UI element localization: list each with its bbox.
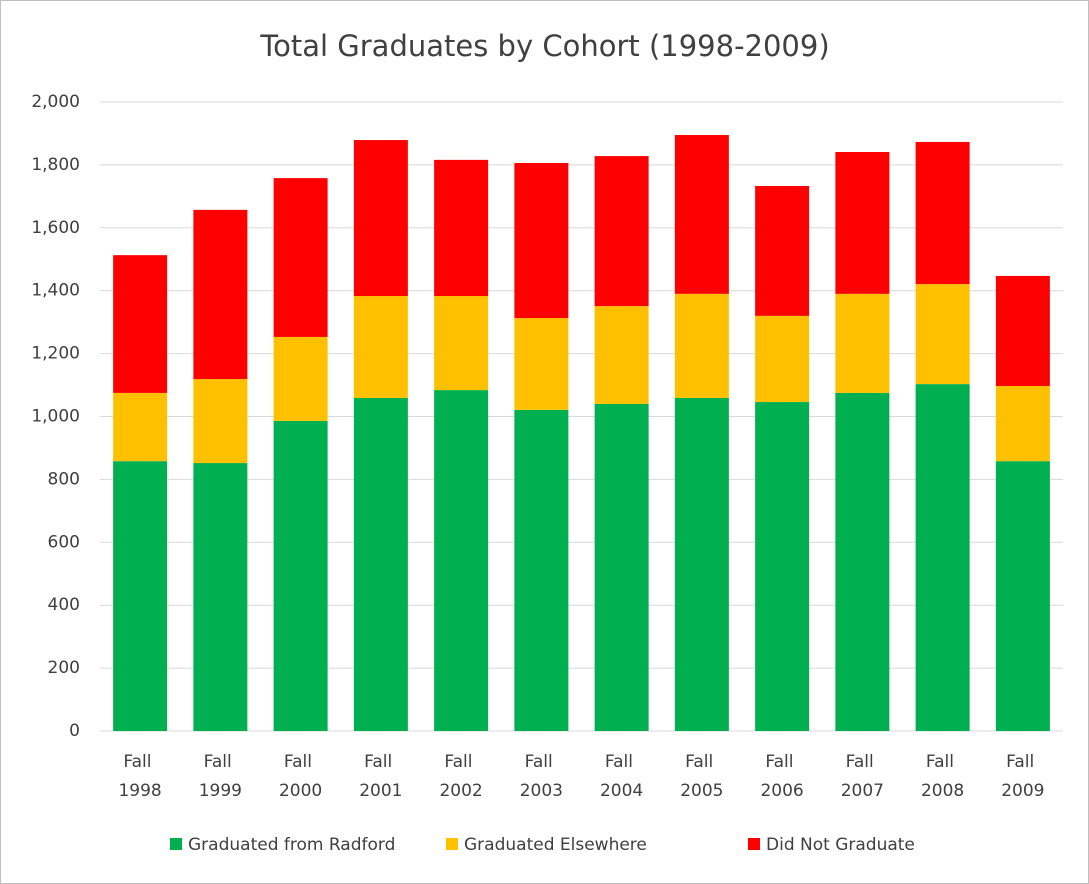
bar-segment — [674, 135, 729, 294]
x-tick-label: Fall 2005 — [680, 752, 723, 801]
x-tick-label: Fall 2004 — [600, 752, 643, 801]
x-tick-label: Fall 2009 — [1001, 752, 1044, 801]
bar-segment — [113, 461, 168, 731]
legend-swatch — [748, 838, 760, 850]
legend-label: Graduated Elsewhere — [464, 835, 647, 855]
x-tick-label: Fall 2007 — [841, 752, 884, 801]
bar-segment — [193, 379, 248, 464]
bar-segment — [193, 209, 248, 380]
bar-segment — [353, 140, 408, 297]
bar-segment — [273, 420, 328, 731]
bar-segment — [915, 384, 970, 731]
bar-segment — [995, 385, 1050, 462]
bar-segment — [113, 392, 168, 462]
y-tick-label: 200 — [48, 658, 80, 678]
legend-swatch — [446, 838, 458, 850]
legend-label: Did Not Graduate — [766, 835, 915, 855]
bar-segment — [434, 296, 489, 391]
y-tick-label: 1,000 — [31, 407, 80, 427]
bar-segment — [273, 178, 328, 337]
y-tick-label: 2,000 — [31, 92, 80, 112]
x-tick-label: Fall 1999 — [199, 752, 242, 801]
bar-segment — [594, 403, 649, 731]
bar-segment — [835, 392, 890, 731]
bar-segment — [434, 159, 489, 297]
x-tick-label: Fall 2001 — [359, 752, 402, 801]
bar-segment — [755, 315, 810, 403]
x-tick-label: Fall 2002 — [439, 752, 482, 801]
bar-segment — [755, 402, 810, 731]
bar-segment — [273, 336, 328, 421]
x-tick-label: Fall 2003 — [520, 752, 563, 801]
bar-segment — [353, 296, 408, 398]
x-tick-label: Fall 2000 — [279, 752, 322, 801]
y-tick-label: 1,600 — [31, 218, 80, 238]
x-tick-label: Fall 2008 — [921, 752, 964, 801]
y-tick-label: 1,200 — [31, 344, 80, 364]
bar-segment — [995, 275, 1050, 386]
y-tick-label: 800 — [48, 469, 80, 489]
bar-segment — [514, 163, 569, 319]
bar-segment — [514, 409, 569, 731]
bar-segment — [434, 390, 489, 731]
bar-segment — [755, 185, 810, 316]
y-tick-label: 0 — [69, 721, 80, 741]
bar-segment — [915, 284, 970, 385]
bar-segment — [995, 461, 1050, 731]
y-tick-label: 600 — [48, 532, 80, 552]
bar-segment — [915, 141, 970, 285]
y-tick-label: 1,400 — [31, 281, 80, 301]
legend-swatch — [170, 838, 182, 850]
bar-segment — [835, 152, 890, 294]
bar-segment — [674, 397, 729, 731]
bar-segment — [594, 156, 649, 307]
y-tick-label: 1,800 — [31, 155, 80, 175]
x-tick-label: Fall 1998 — [118, 752, 161, 801]
bar-segment — [835, 293, 890, 393]
chart-title: Total Graduates by Cohort (1998-2009) — [259, 29, 829, 63]
legend-label: Graduated from Radford — [188, 835, 395, 855]
y-tick-label: 400 — [48, 595, 80, 615]
bar-segment — [113, 255, 168, 393]
bar-segment — [353, 397, 408, 731]
bar-segment — [674, 293, 729, 398]
bar-segment — [193, 463, 248, 731]
x-tick-label: Fall 2006 — [760, 752, 803, 801]
bar-segment — [594, 306, 649, 404]
bar-segment — [514, 318, 569, 410]
